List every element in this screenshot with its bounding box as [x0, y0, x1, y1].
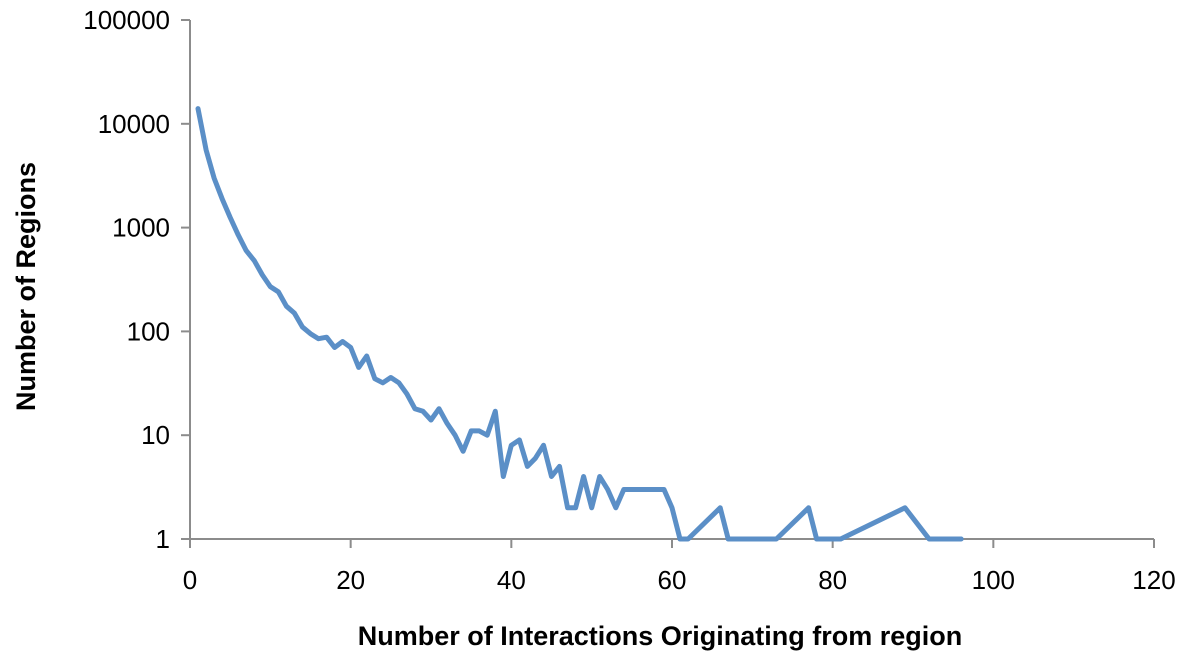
x-tick-label: 100: [972, 565, 1015, 595]
x-tick-label: 120: [1132, 565, 1175, 595]
y-tick-label: 10000: [98, 109, 170, 139]
x-axis-title: Number of Interactions Originating from …: [358, 621, 963, 651]
y-tick-label: 10: [141, 420, 170, 450]
series-layer: [195, 106, 964, 542]
x-tick-label: 40: [497, 565, 526, 595]
x-tick-label: 0: [183, 565, 197, 595]
x-tick-label: 60: [658, 565, 687, 595]
x-tick-label: 80: [818, 565, 847, 595]
y-tick-label: 1: [156, 524, 170, 554]
tick-labels: 1 10 100 1000 10000 100000 0 20 40 60 80 100 120: [83, 5, 1175, 595]
axes: [189, 20, 1154, 540]
y-axis-title: Number of Regions: [11, 162, 41, 411]
series-line: [195, 106, 964, 542]
y-tick-label: 100000: [83, 5, 170, 35]
y-tick-label: 1000: [112, 213, 170, 243]
y-tick-label: 100: [127, 316, 170, 346]
tick-marks: [181, 19, 1155, 548]
x-tick-label: 20: [336, 565, 365, 595]
